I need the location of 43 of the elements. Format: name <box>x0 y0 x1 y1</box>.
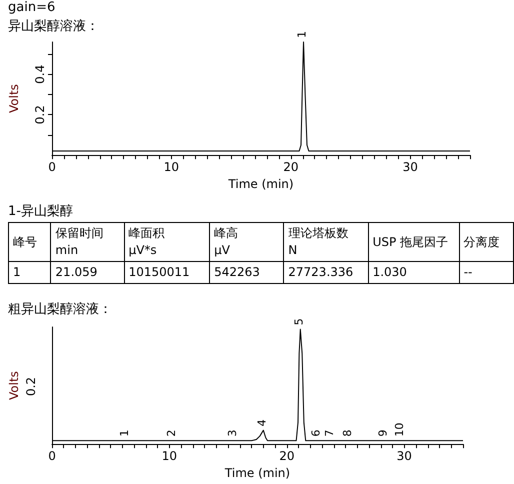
x-tick-label: 10 <box>164 160 180 174</box>
x-tick-label: 20 <box>279 449 294 464</box>
x-tick-label: 0 <box>48 160 56 174</box>
category-label: 保留时间 min <box>50 222 124 262</box>
annotation: 4 <box>255 419 268 426</box>
x-tick-label: 20 <box>283 160 298 174</box>
x-tick-label: 30 <box>396 449 412 464</box>
annotation: 9 <box>376 430 390 437</box>
annotation: 8 <box>341 430 354 437</box>
x-tick-label: 30 <box>402 160 418 174</box>
x-axis-title: Time (min) <box>224 466 290 480</box>
annotation: 6 <box>309 430 322 437</box>
annotation: 7 <box>322 430 336 437</box>
x-axis-title: Time (min) <box>227 177 294 191</box>
annotation: 5 <box>292 318 306 326</box>
category-label: 理论塔板数 N <box>284 222 368 262</box>
annotation: 1 <box>118 430 131 437</box>
category-label: 峰号 <box>8 222 51 262</box>
chart-subtitle: 异山梨醇溶液： <box>8 18 99 35</box>
y-axis-title: Volts <box>7 371 21 400</box>
text: 1.030 <box>372 265 407 279</box>
text: 1 <box>13 265 21 279</box>
category-label: 峰高 μV <box>210 222 284 262</box>
text: 21.059 <box>55 265 98 279</box>
category-label: 分离度 <box>459 222 514 262</box>
y-axis-title: Volts <box>7 84 21 114</box>
category-label: 峰面积 μV*s <box>124 222 210 262</box>
annotation: 1 <box>296 31 309 38</box>
chart-title: 粗异山梨醇溶液： <box>8 301 112 318</box>
category-label: USP 拖尾因子 <box>368 222 460 262</box>
chart-title: gain=6 <box>8 0 56 15</box>
annotation: 10 <box>392 422 406 437</box>
text: 27723.336 <box>288 265 354 279</box>
text: 542263 <box>214 265 260 279</box>
x-tick-label: 10 <box>162 449 178 464</box>
line-series <box>52 42 470 152</box>
annotation: 3 <box>226 430 240 437</box>
annotation: 2 <box>164 430 178 437</box>
x-tick-label: 0 <box>48 449 56 464</box>
text: 1-异山梨醇 <box>8 203 73 220</box>
text: -- <box>464 265 472 279</box>
text: 10150011 <box>128 265 190 279</box>
y-tick-label: 0.4 <box>33 64 47 84</box>
